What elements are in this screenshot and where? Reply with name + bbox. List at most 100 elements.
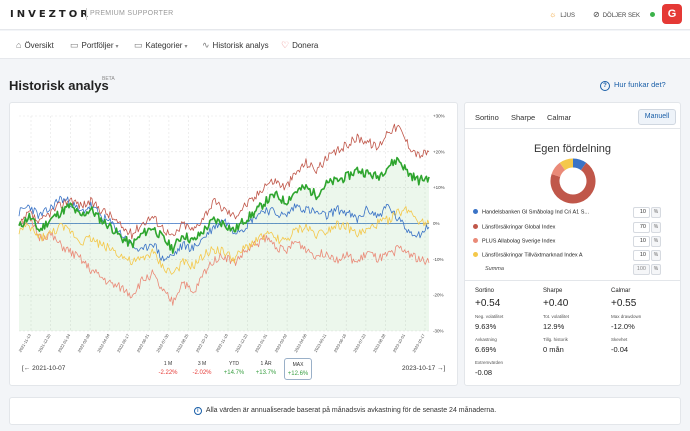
y-tick-label: +30% [433,114,445,119]
period-value: +13.7% [255,370,277,376]
donut-slice [559,158,574,171]
x-tick-label: 2022-05-17 [116,332,131,353]
fund-color-dot [473,238,478,243]
history-chart[interactable]: +30% +20% +10% 0% -10% -20% -30% 2021-11-13 2021… [10,103,459,387]
metrics-panel: Sortino Sharpe Calmar Manuell Egen förde… [464,102,681,386]
range-start[interactable]: [← 2021-10-07 [22,365,66,372]
donut-slice [551,162,566,178]
period-value: -2.22% [158,370,178,376]
series-line-4 [18,206,430,275]
period-value: -2.02% [192,370,212,376]
theme-toggle[interactable]: ☼ LJUS [549,10,575,19]
stat-value: 6.69% [475,345,497,354]
sum-value: 100 [633,264,650,275]
series-line-3 [18,215,430,306]
status-indicator [650,12,655,17]
metric-value-sortino: +0.54 [475,298,501,309]
home-icon: ⌂ [16,40,22,50]
x-tick-label: 2023-05-11 [313,332,328,353]
metric-label-sharpe: Sharpe [543,288,563,294]
x-tick-label: 2022-10-12 [195,332,210,353]
y-tick-label: -10% [433,257,444,262]
nav-item-donera[interactable]: ♡ Donera [281,40,318,51]
fund-name: Länsförsäkringar Global Index [482,224,556,231]
percent-suffix: % [651,250,661,261]
stat-label: Extremvärden [475,360,504,365]
folder-icon: ▭ [70,40,79,50]
period-1y[interactable]: 1 ÅR +13.7% [252,361,280,376]
y-tick-label: +10% [433,185,445,190]
chevron-down-icon: ▾ [115,44,119,50]
fund-color-dot [473,209,478,214]
period-value: +12.6% [287,371,309,377]
info-text: Alla värden är annualiserade baserat på … [205,407,497,414]
stat-label: Tillg. historik [543,337,568,342]
metric-label-calmar: Calmar [611,288,631,294]
percent-suffix: % [651,236,661,247]
tab-sortino[interactable]: Sortino [475,113,499,122]
y-tick-label: 0% [433,221,440,226]
x-tick-label: 2022-12-23 [234,332,249,353]
sum-label: Summa [485,266,504,272]
tab-calmar[interactable]: Calmar [547,113,572,122]
chevron-down-icon: ▾ [184,44,188,50]
x-tick-label: 2023-04-06 [293,332,308,353]
nav-item-historisk-analys[interactable]: ∿ Historisk analys [202,40,269,51]
x-tick-label: 2023-06-16 [333,332,348,353]
x-tick-label: 2021-11-13 [17,332,32,353]
help-link[interactable]: ? Hur funkar det? [600,80,666,91]
x-tick-label: 2023-08-28 [372,332,387,353]
nav-item-portfoljer[interactable]: ▭ Portföljer ▾ [70,40,119,51]
donut-slice [572,158,587,171]
manual-button[interactable]: Manuell [638,109,676,125]
stat-value: 9.63% [475,322,497,331]
heart-icon: ♡ [281,40,290,50]
x-tick-label: 2022-01-24 [57,332,72,353]
hide-amounts-toggle[interactable]: ⊘ DÖLJER SEK [593,10,640,19]
fund-name: PLUS Allabolag Sverige Index [482,238,556,245]
nav-label: Historisk analys [212,41,269,50]
x-tick-label: 2023-07-23 [352,332,367,353]
x-tick-label: 2023-01-31 [254,332,269,353]
info-icon: i [193,407,202,415]
fund-weight-input[interactable]: 10 [633,236,650,247]
avatar[interactable]: G [662,4,682,24]
period-ytd[interactable]: YTD +14.7% [220,361,248,376]
stat-label: Neg. volatilitet [475,314,504,319]
fund-weight-input[interactable]: 10 [633,207,650,218]
x-tick-label: 2023-10-17 [411,332,426,353]
tab-sharpe[interactable]: Sharpe [511,113,536,122]
range-end[interactable]: 2023-10-17 →] [402,365,446,372]
period-1m[interactable]: 1 M -2.22% [154,361,182,376]
nav-label: Donera [292,41,319,50]
period-label: 1 ÅR [260,361,272,367]
x-tick-label: 2022-04-04 [96,332,111,353]
period-max[interactable]: MAX +12.6% [284,358,312,380]
fund-weight-input[interactable]: 10 [633,250,650,261]
nav-item-kategorier[interactable]: ▭ Kategorier ▾ [134,40,187,51]
metric-value-sharpe: +0.40 [543,298,569,309]
beta-badge: BETA [102,76,115,82]
fund-row: PLUS Allabolag Sverige Index [473,238,555,245]
logo[interactable]: INVEZTOR [10,9,91,20]
period-label: 3 M [197,361,207,367]
question-icon: ? [600,81,610,91]
fund-weight-input[interactable]: 70 [633,222,650,233]
fund-row: Länsförsäkringar Tillväxtmarknad Index A [473,252,583,259]
fund-name: Handelsbanken Gl Småbolag Ind Cri A1 S..… [482,209,590,216]
period-3m[interactable]: 3 M -2.02% [188,361,216,376]
x-tick-label: 2023-10-01 [392,332,407,353]
range-start-date: 2021-10-07 [32,365,66,372]
period-value: +14.7% [223,370,245,376]
fund-color-dot [473,252,478,257]
series-line-0 [18,156,430,254]
series-line-1 [18,195,430,262]
nav-item-oversikt[interactable]: ⌂ Översikt [16,40,54,50]
series-line-2 [18,123,430,240]
x-tick-label: 2022-07-30 [155,332,170,353]
stat-value: -0.08 [475,368,493,377]
fund-row: Länsförsäkringar Global Index [473,224,555,231]
stat-value: -0.04 [611,345,629,354]
percent-suffix: % [651,207,661,218]
sun-icon: ☼ [549,10,557,19]
